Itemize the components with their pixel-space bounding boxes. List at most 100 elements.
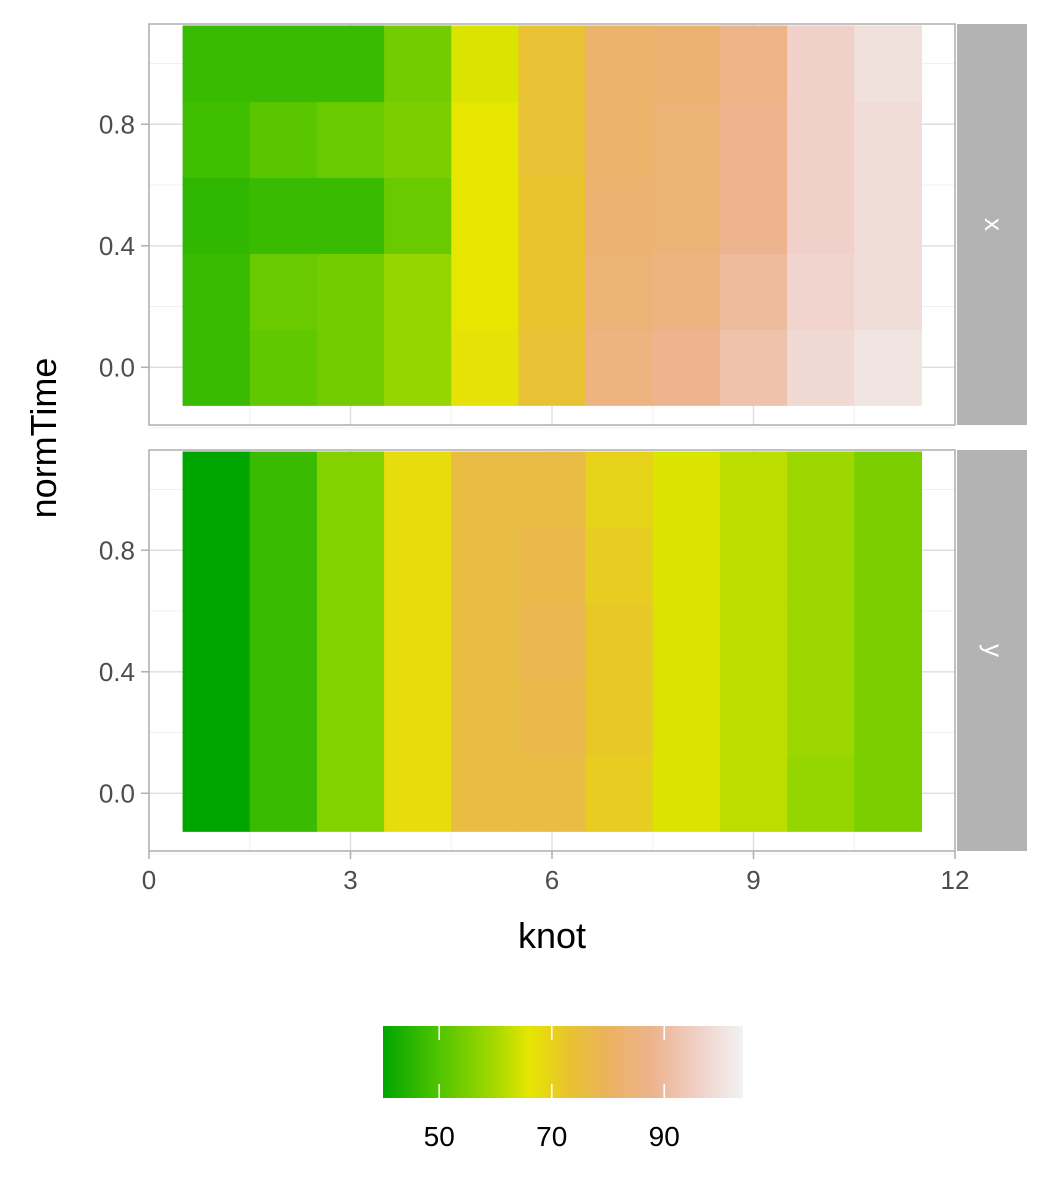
- heatmap-tile: [719, 329, 788, 406]
- heatmap-tile: [182, 253, 251, 330]
- colorbar: [383, 1026, 743, 1098]
- heatmap-tile: [249, 177, 318, 254]
- heatmap-tile: [249, 679, 318, 756]
- strip-label: x: [979, 218, 1009, 231]
- heatmap-tile: [384, 177, 452, 254]
- heatmap-tile: [451, 253, 520, 330]
- x-tick-label: 12: [941, 865, 970, 895]
- heatmap-tile: [652, 253, 721, 330]
- y-tick-label: 0.4: [99, 657, 135, 687]
- heatmap-tile: [249, 527, 318, 605]
- heatmap-tile: [384, 755, 452, 832]
- heatmap-tile: [585, 755, 654, 832]
- heatmap-tile: [249, 25, 318, 103]
- heatmap-tile: [585, 451, 654, 529]
- y-tick-label: 0.4: [99, 231, 135, 261]
- y-tick-label: 0.0: [99, 778, 135, 808]
- heatmap-tile: [249, 253, 318, 330]
- heatmap-tile: [518, 329, 587, 406]
- heatmap-tile: [384, 527, 452, 605]
- heatmap-tile: [451, 25, 520, 103]
- heatmap-tile: [451, 451, 520, 529]
- heatmap-tile: [249, 329, 318, 406]
- heatmap-tile: [316, 253, 385, 330]
- heatmap-tile: [518, 679, 587, 756]
- x-axis: 0 3 6 9 12: [142, 851, 970, 895]
- heatmap-tile: [182, 755, 251, 832]
- heatmap-tile: [316, 603, 385, 680]
- heatmap-tile: [787, 177, 855, 254]
- heatmap-tile: [518, 603, 587, 680]
- heatmap-tile: [719, 25, 788, 103]
- heatmap-tile: [182, 679, 251, 756]
- heatmap-tile: [652, 177, 721, 254]
- heatmap-tile: [316, 527, 385, 605]
- heatmap-tile: [585, 679, 654, 756]
- heatmap-tile: [518, 451, 587, 529]
- heatmap-tile: [652, 527, 721, 605]
- heatmap-tile: [182, 25, 251, 103]
- heatmap-tile: [719, 101, 788, 179]
- heatmap-tile: [585, 101, 654, 179]
- heatmap-tile: [518, 755, 587, 832]
- heatmap-tile: [518, 177, 587, 254]
- heatmap-tile: [719, 177, 788, 254]
- heatmap-tile: [182, 603, 251, 680]
- heatmap-tile: [316, 329, 385, 406]
- heatmap-tile: [787, 527, 855, 605]
- x-axis-title: knot: [518, 915, 586, 956]
- y-tick-label: 0.0: [99, 352, 135, 382]
- heatmap-tile: [451, 755, 520, 832]
- heatmap-tile: [451, 177, 520, 254]
- heatmap-tile: [652, 329, 721, 406]
- heatmap-tile: [854, 527, 923, 605]
- heatmap-tile: [249, 451, 318, 529]
- strip-background: [957, 24, 1027, 425]
- heatmap-tile: [316, 679, 385, 756]
- heatmap-tile: [518, 527, 587, 605]
- heatmap-tile: [854, 329, 923, 406]
- heatmap-tile: [787, 451, 855, 529]
- panel-border: [148, 23, 956, 426]
- strip-label: y: [979, 644, 1009, 657]
- heatmap-tile: [787, 603, 855, 680]
- heatmap-tile: [384, 451, 452, 529]
- colorbar-label: 50: [424, 1121, 455, 1152]
- heatmap-tile: [719, 451, 788, 529]
- heatmap-tile: [652, 25, 721, 103]
- colorbar-label: 70: [536, 1121, 567, 1152]
- x-tick-label: 0: [142, 865, 156, 895]
- heatmap-tile: [585, 25, 654, 103]
- heatmap-tile: [451, 329, 520, 406]
- heatmap-tile: [719, 527, 788, 605]
- heatmap-tile: [854, 177, 923, 254]
- x-tick-label: 3: [343, 865, 357, 895]
- heatmap-tile: [854, 25, 923, 103]
- strip-background: [957, 450, 1027, 851]
- heatmap-tile: [585, 329, 654, 406]
- heatmap-tile: [316, 25, 385, 103]
- heatmap-tile: [787, 101, 855, 179]
- colorbar-label: 90: [649, 1121, 680, 1152]
- heatmap-tile: [787, 679, 855, 756]
- heatmap-tile: [854, 679, 923, 756]
- heatmap-tile: [652, 603, 721, 680]
- x-tick-label: 9: [746, 865, 760, 895]
- heatmap-tile: [384, 329, 452, 406]
- heatmap-tile: [719, 603, 788, 680]
- heatmap-tile: [719, 679, 788, 756]
- y-tick-label: 0.8: [99, 535, 135, 565]
- heatmap-tile: [384, 101, 452, 179]
- heatmap-tile: [787, 329, 855, 406]
- heatmap-tile: [652, 679, 721, 756]
- colorbar-legend: 50 70 90: [383, 1026, 743, 1152]
- heatmap-tile: [316, 177, 385, 254]
- y-axis-title: normTime: [23, 358, 64, 519]
- heatmap-tile: [652, 451, 721, 529]
- heatmap-tile: [518, 25, 587, 103]
- heatmap-tile: [182, 177, 251, 254]
- heatmap-tile: [182, 329, 251, 406]
- heatmap-tile: [518, 253, 587, 330]
- heatmap-tile: [182, 451, 251, 529]
